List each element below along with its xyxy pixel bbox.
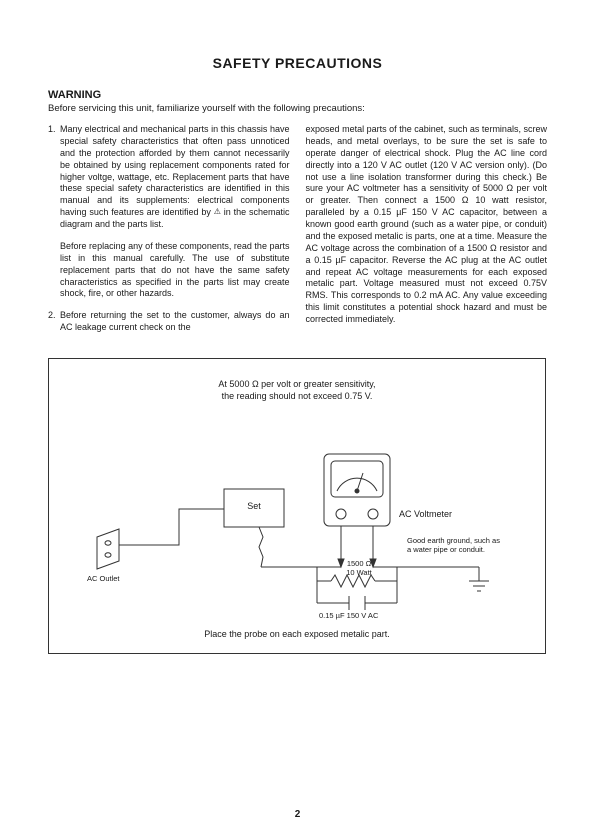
safety-symbol-icon: ⚠ <box>214 207 221 218</box>
item-1-number: 1. <box>48 124 60 300</box>
diagram-frame: At 5000 Ω per volt or greater sensitivit… <box>48 358 546 654</box>
circuit-diagram-svg <box>49 359 547 655</box>
page-number: 2 <box>0 809 595 820</box>
item-2-para: Before returning the set to the customer… <box>60 310 290 334</box>
voltmeter-label: AC Voltmeter <box>399 509 452 521</box>
item-2: 2. Before returning the set to the custo… <box>48 310 290 334</box>
item-1-para-b: Before replacing any of these components… <box>60 241 290 300</box>
left-column: 1. Many electrical and mechanical parts … <box>48 124 290 344</box>
item-1-para-a: Many electrical and mechanical parts in … <box>60 124 290 217</box>
set-label: Set <box>236 501 272 513</box>
warning-subtext: Before servicing this unit, familiarize … <box>48 103 547 114</box>
diagram-caption-bottom: Place the probe on each exposed metalic … <box>49 629 545 641</box>
ground-note-line2: a water pipe or conduit. <box>407 545 485 554</box>
page-title: SAFETY PRECAUTIONS <box>48 55 547 71</box>
item-2-number: 2. <box>48 310 60 334</box>
ac-outlet-label: AC Outlet <box>87 574 120 583</box>
ground-note-line1: Good earth ground, such as <box>407 536 500 545</box>
item-2-continuation: exposed metal parts of the cabinet, such… <box>306 124 548 326</box>
body-columns: 1. Many electrical and mechanical parts … <box>48 124 547 344</box>
resistor-label-line2: 10 Watt <box>346 568 372 577</box>
item-1: 1. Many electrical and mechanical parts … <box>48 124 290 300</box>
right-column: exposed metal parts of the cabinet, such… <box>306 124 548 344</box>
capacitor-label: 0.15 µF 150 V AC <box>319 611 378 620</box>
resistor-label-line1: 1500 Ω <box>347 559 371 568</box>
warning-heading: WARNING <box>48 89 547 101</box>
